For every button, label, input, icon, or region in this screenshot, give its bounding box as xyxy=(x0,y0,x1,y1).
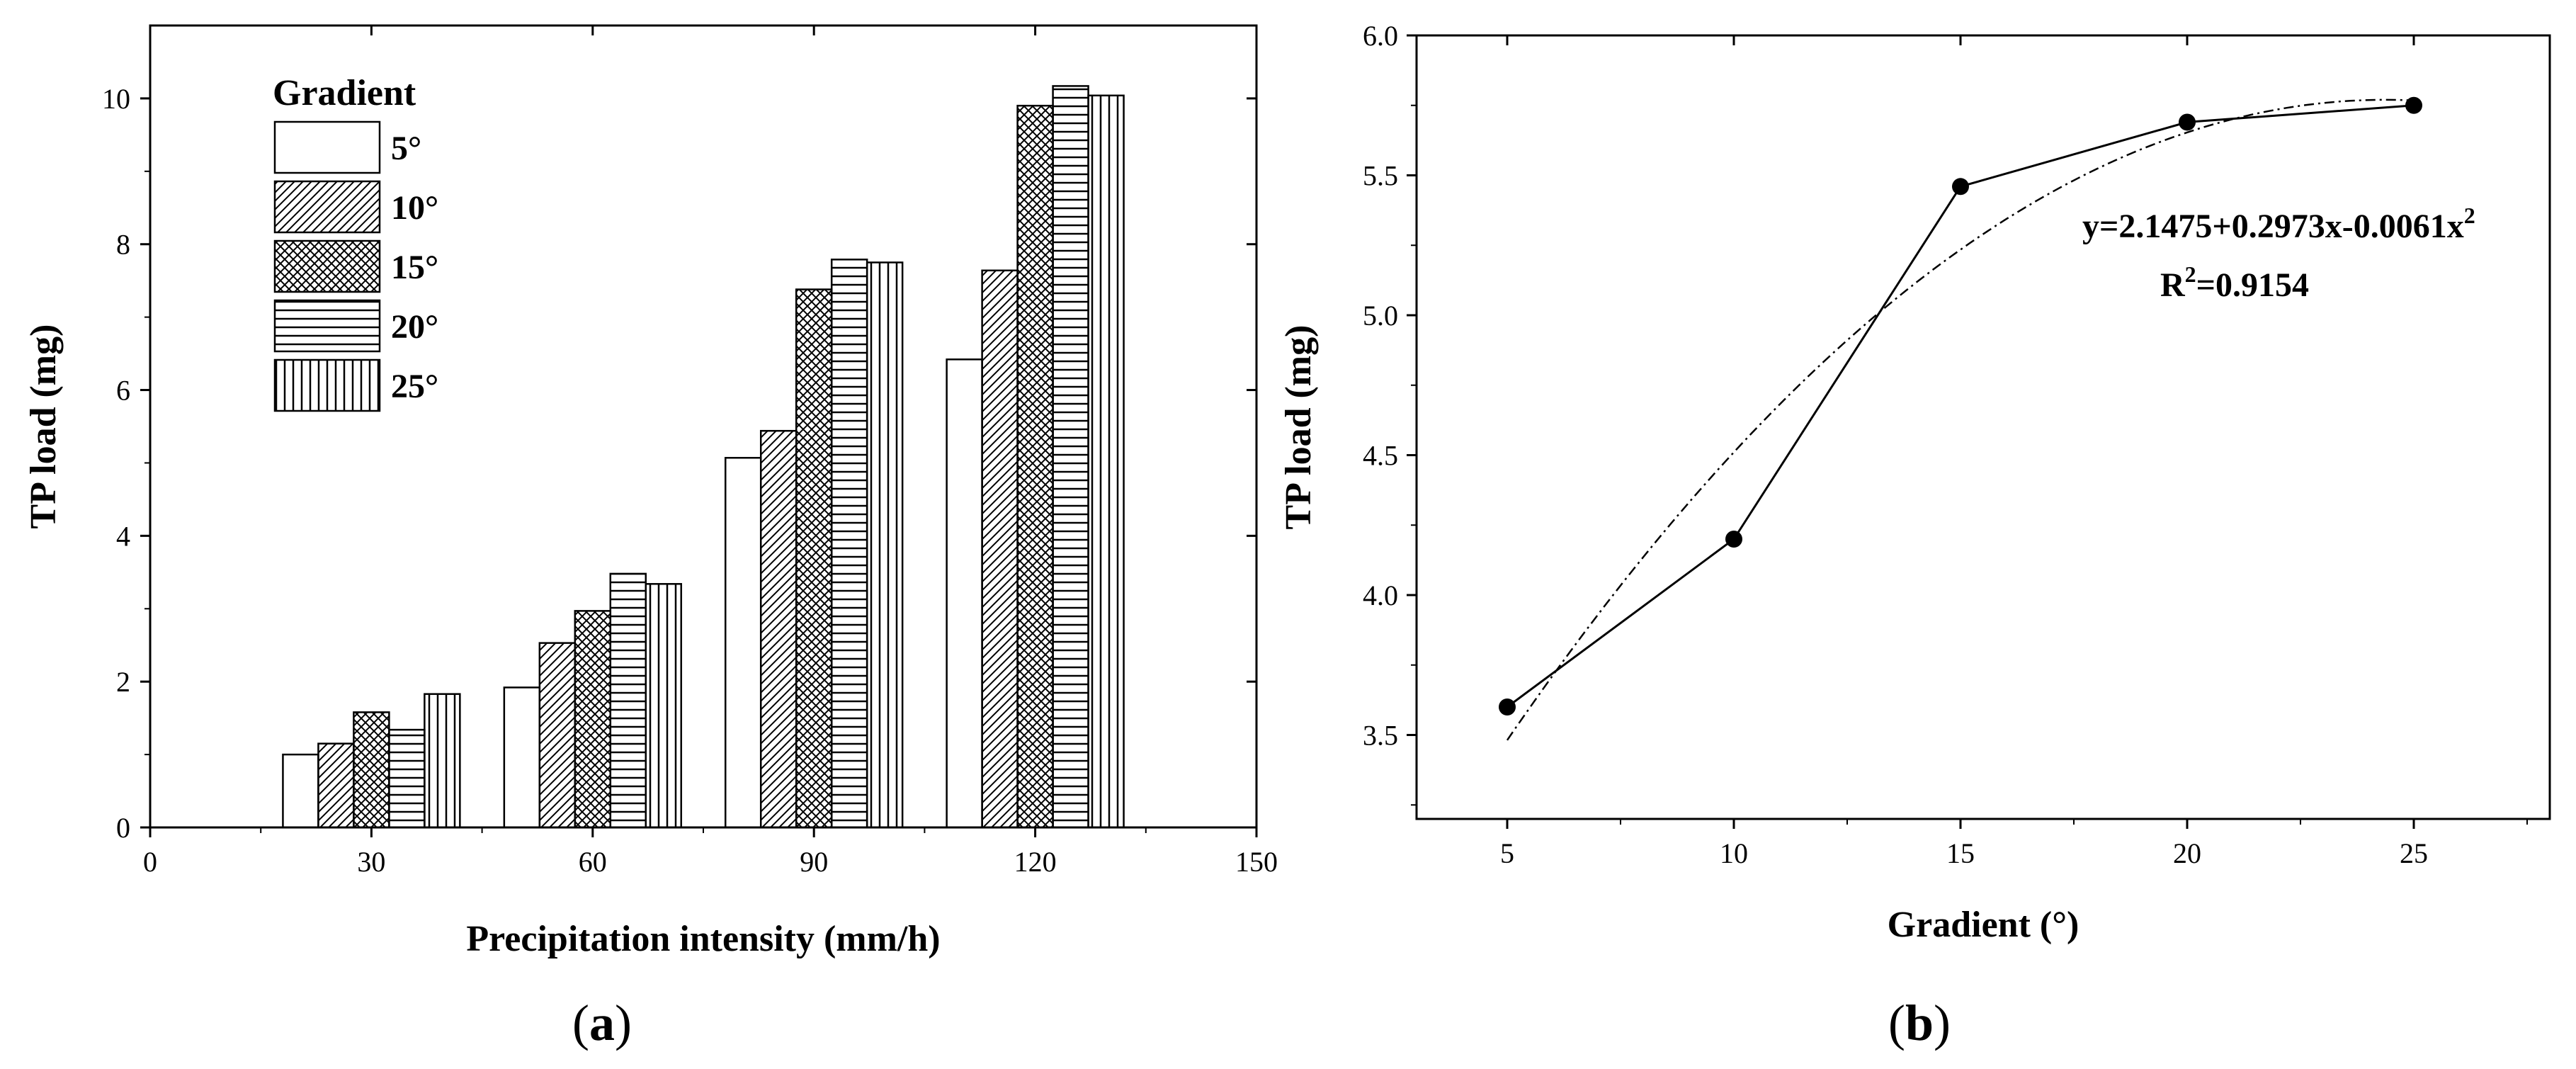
bar xyxy=(830,259,868,829)
y-tick-label: 4.5 xyxy=(1363,440,1398,472)
bar xyxy=(795,288,833,829)
legend-swatch xyxy=(273,358,381,412)
bar xyxy=(866,261,904,829)
data-points xyxy=(1499,96,2422,716)
x-tick-label: 25 xyxy=(2400,837,2428,869)
x-tick-label: 20 xyxy=(2173,837,2201,869)
data-point xyxy=(2405,96,2422,114)
axes: 0 30 60 90 120 150 0 2 4 6 8 10 xyxy=(102,26,1278,878)
y-axis-title: TP load (mg) xyxy=(23,324,64,529)
bar xyxy=(1052,85,1089,829)
x-tick-label: 0 xyxy=(143,846,157,878)
y-axis-title: TP load (mg) xyxy=(1278,325,1319,530)
bar xyxy=(981,269,1019,829)
bar xyxy=(424,693,461,829)
x-tick-label: 120 xyxy=(1014,846,1057,878)
legend-label: 10° xyxy=(391,189,438,227)
x-tick-label: 60 xyxy=(579,846,607,878)
panel-label: (a) xyxy=(572,995,632,1051)
bar xyxy=(574,610,612,829)
bar xyxy=(1016,104,1054,829)
y-tick-label: 5.0 xyxy=(1363,300,1398,332)
legend-swatch xyxy=(273,120,381,174)
legend-label: 25° xyxy=(391,368,438,405)
x-tick-label: 10 xyxy=(1720,837,1748,869)
legend-label: 5° xyxy=(391,130,421,167)
fit-curve xyxy=(1506,98,2415,741)
x-tick-label: 150 xyxy=(1235,846,1278,878)
plot-frame xyxy=(1415,34,2551,820)
series-line xyxy=(1507,104,2415,708)
bar xyxy=(388,728,426,829)
x-axis-title: Gradient (°) xyxy=(1888,905,2079,945)
legend-swatch xyxy=(273,180,381,234)
bar xyxy=(724,457,762,829)
y-tick-label: 5.5 xyxy=(1363,160,1398,192)
y-tick-label: 10 xyxy=(102,83,130,115)
bar xyxy=(759,429,798,829)
x-tick-label: 15 xyxy=(1946,837,1975,869)
legend-label: 20° xyxy=(391,308,438,346)
legend-swatch xyxy=(273,239,381,293)
panel-label: (b) xyxy=(1888,995,1951,1051)
legend-title: Gradient xyxy=(273,73,416,113)
bar xyxy=(353,711,390,829)
y-tick-label: 3.5 xyxy=(1363,720,1398,752)
bar xyxy=(282,753,319,829)
data-point xyxy=(1499,698,1516,716)
y-tick-label: 6 xyxy=(116,375,130,407)
x-axis-title: Precipitation intensity (mm/h) xyxy=(466,919,940,959)
x-tick-label: 5 xyxy=(1500,837,1514,869)
data-point xyxy=(1952,178,1969,196)
data-point xyxy=(2179,113,2196,131)
y-tick-label: 4.0 xyxy=(1363,579,1398,611)
y-tick-label: 2 xyxy=(116,666,130,698)
bar xyxy=(538,642,577,829)
r-squared: R2=0.9154 xyxy=(2160,261,2309,304)
legend: Gradient 5° 10° 15° 20° 25° xyxy=(273,73,438,412)
fit-equation: y=2.1475+0.2973x-0.0061x2 xyxy=(2082,203,2475,245)
bar xyxy=(1087,94,1125,829)
line-chart-panel-b: 5 10 15 20 25 3.5 4.0 4.5 5.0 5.5 6.0 y=2.1475+0.2… xyxy=(1278,20,2551,1051)
bar-chart-panel-a: 0 30 60 90 120 150 0 2 4 6 8 10 Gradient 5° 10° 15° 20°… xyxy=(23,24,1278,1051)
y-tick-label: 8 xyxy=(116,229,130,261)
legend-swatch xyxy=(273,299,381,353)
bar xyxy=(645,583,683,829)
x-tick-label: 30 xyxy=(357,846,385,878)
y-tick-label: 6.0 xyxy=(1363,20,1398,52)
legend-label: 15° xyxy=(391,249,438,286)
x-tick-label: 90 xyxy=(800,846,828,878)
bar xyxy=(946,358,983,829)
bar xyxy=(503,686,541,829)
bar xyxy=(609,572,647,829)
axes: 5 10 15 20 25 3.5 4.0 4.5 5.0 5.5 6.0 xyxy=(1363,20,2528,869)
bar-group xyxy=(282,85,1125,829)
y-tick-label: 0 xyxy=(116,812,130,844)
y-tick-label: 4 xyxy=(116,520,130,552)
bar xyxy=(317,742,355,829)
data-point xyxy=(1725,531,1742,548)
